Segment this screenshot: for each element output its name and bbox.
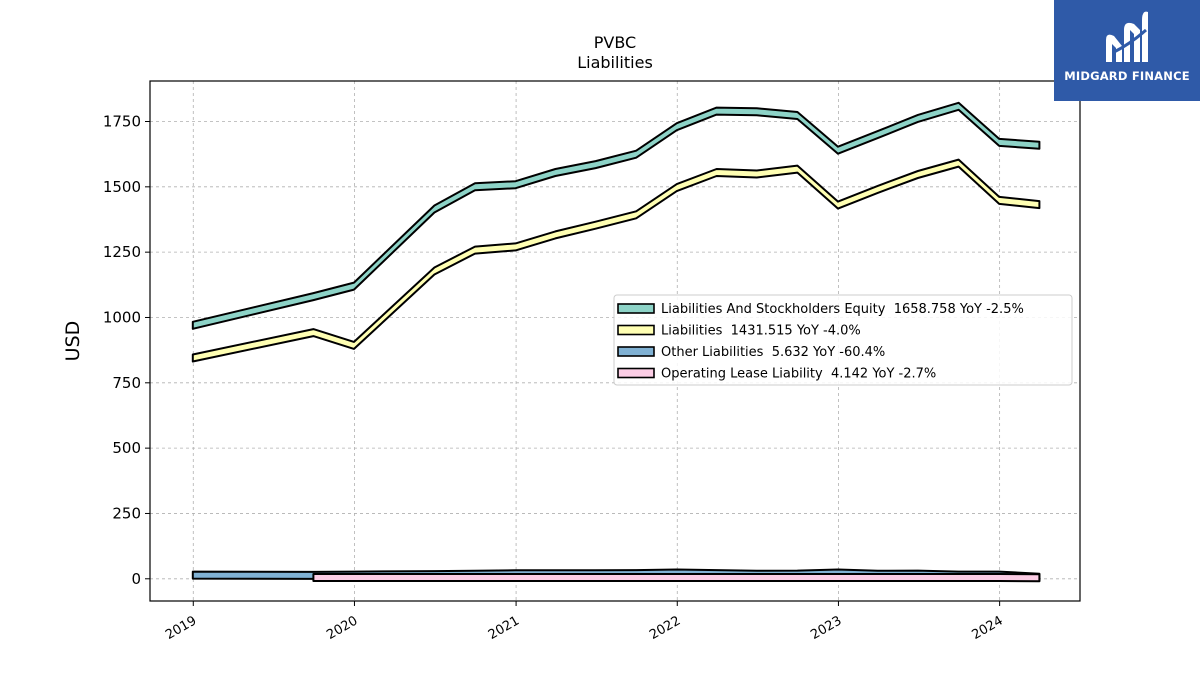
y-tick-label: 750 [112,374,141,392]
y-axis-label: USD [62,321,84,362]
legend-label-4: Operating Lease Liability 4.142 YoY -2.7… [661,367,936,382]
y-tick-label: 250 [112,504,141,522]
legend-swatch-2 [617,324,655,336]
plot-frame [149,80,1081,602]
y-tick-label: 1250 [103,243,141,261]
midgard-logo-mark-icon [1106,11,1148,62]
chart-subtitle: Liabilities [577,53,653,72]
x-tick-label: 2020 [324,613,360,643]
y-tick-label: 1500 [103,178,141,196]
chart-title: PVBC [594,33,636,52]
legend-swatch-1 [617,303,655,314]
legend-swatch-4 [617,367,655,379]
x-tick-label: 2024 [969,613,1005,643]
series-band-1 [191,101,1041,330]
x-tick-label: 2023 [808,613,844,643]
y-tick-label: 1000 [103,308,141,326]
legend-label-1: Liabilities And Stockholders Equity 1658… [661,302,1024,317]
x-tick-label: 2019 [163,613,199,643]
legend-label-2: Liabilities 1431.515 YoY -4.0% [661,324,861,339]
y-tick-label: 1750 [103,113,141,131]
series-band-4 [312,573,1041,583]
x-tick-label: 2022 [647,613,683,643]
y-tick-label: 0 [131,570,141,588]
legend-swatch-3 [617,346,655,357]
legend-label-3: Other Liabilities 5.632 YoY -60.4% [661,345,885,360]
logo-text: MIDGARD FINANCE [1064,69,1190,83]
legend-box [613,294,1073,386]
x-tick-label: 2021 [486,613,522,643]
series-band-2 [191,158,1041,363]
y-tick-label: 500 [112,439,141,457]
midgard-finance-logo: MIDGARD FINANCE [1054,0,1200,101]
